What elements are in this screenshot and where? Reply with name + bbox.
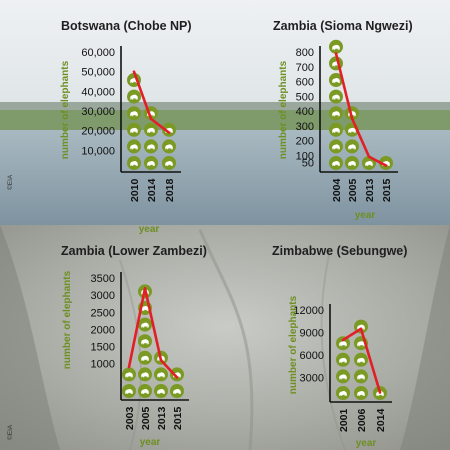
y-tick-label: 50 (302, 158, 314, 170)
x-tick-label: 2013 (156, 406, 168, 430)
x-tick-label: 2013 (364, 178, 376, 202)
y-tick-label: 3000 (300, 373, 324, 385)
trend-line (132, 70, 171, 134)
chart-title: Zambia (Lower Zambezi) (61, 244, 207, 258)
x-tick-label: 2006 (356, 408, 368, 432)
photo-credit: ©EIA (6, 174, 14, 190)
y-axis-label: number of elephants (62, 270, 73, 369)
x-tick-label: 2005 (347, 178, 359, 202)
y-axis-label: number of elephants (60, 60, 71, 159)
y-axis-label: number of elephants (278, 60, 289, 159)
y-tick-label: 1500 (91, 342, 115, 354)
y-tick-label: 50,000 (81, 67, 115, 79)
y-tick-label: 9000 (300, 328, 324, 340)
x-tick-label: 2005 (140, 406, 152, 430)
x-tick-label: 2015 (381, 178, 393, 202)
y-tick-label: 700 (296, 62, 314, 74)
y-tick-label: 12000 (293, 305, 324, 317)
trend-line (334, 52, 388, 167)
x-tick-label: 2018 (164, 178, 176, 202)
y-tick-label: 60,000 (81, 47, 115, 59)
chart-4: Zimbabwe (Sebungwe) 3000 6000 9000 12000numb… (272, 244, 407, 449)
x-tick-label: 2014 (146, 178, 158, 202)
trend-line (341, 327, 382, 394)
x-axis-label: year (139, 224, 160, 235)
x-axis-label: year (356, 438, 377, 449)
x-tick-label: 2015 (172, 406, 184, 430)
charts-layer: Botswana (Chobe NP) 10,000 20,000 30,000 40,… (6, 19, 413, 449)
y-tick-label: 3500 (91, 273, 115, 285)
y-tick-label: 400 (296, 106, 314, 118)
x-tick-label: 2014 (375, 408, 387, 432)
y-tick-label: 800 (296, 47, 314, 59)
y-tick-label: 3000 (91, 290, 115, 302)
x-axis-label: year (140, 437, 161, 448)
chart-title: Botswana (Chobe NP) (61, 19, 192, 33)
y-tick-label: 30,000 (81, 106, 115, 118)
chart-title: Zimbabwe (Sebungwe) (272, 244, 407, 258)
trend-line (127, 286, 179, 379)
x-axis-label: year (355, 210, 376, 221)
x-tick-label: 2010 (129, 178, 141, 202)
y-tick-label: 300 (296, 121, 314, 133)
chart-3: Zambia (Lower Zambezi) 1000 1500 2000 2500 30… (6, 244, 207, 448)
y-tick-label: 2000 (91, 324, 115, 336)
x-tick-label: 2004 (331, 178, 343, 202)
photo-credit: ©EIA (6, 424, 14, 440)
y-tick-label: 1000 (91, 359, 115, 371)
x-tick-label: 2003 (124, 406, 136, 430)
y-tick-label: 200 (296, 136, 314, 148)
chart-1: Botswana (Chobe NP) 10,000 20,000 30,000 40,… (6, 19, 192, 235)
y-tick-label: 100 (296, 150, 314, 162)
y-tick-label: 20,000 (81, 126, 115, 138)
x-tick-label: 2001 (338, 408, 350, 432)
y-tick-label: 500 (296, 91, 314, 103)
y-axis-label: number of elephants (288, 295, 299, 394)
y-tick-label: 6000 (300, 350, 324, 362)
y-tick-label: 2500 (91, 307, 115, 319)
y-tick-label: 600 (296, 77, 314, 89)
y-tick-label: 40,000 (81, 86, 115, 98)
chart-title: Zambia (Sioma Ngwezi) (273, 19, 413, 33)
y-tick-label: 10,000 (81, 145, 115, 157)
